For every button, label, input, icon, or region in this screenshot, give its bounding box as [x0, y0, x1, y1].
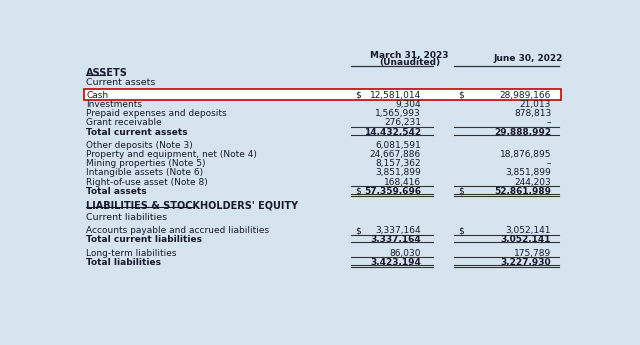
Text: Investments: Investments	[86, 100, 142, 109]
Text: –: –	[547, 159, 551, 168]
Text: Current assets: Current assets	[86, 78, 156, 87]
Text: 9,304: 9,304	[396, 100, 421, 109]
Text: 14,432,542: 14,432,542	[364, 128, 421, 137]
Text: Total assets: Total assets	[86, 187, 147, 196]
Text: Intangible assets (Note 6): Intangible assets (Note 6)	[86, 168, 204, 177]
Bar	[84, 89, 561, 100]
Text: 52,861,989: 52,861,989	[494, 187, 551, 196]
Text: 28,989,166: 28,989,166	[500, 91, 551, 100]
Text: Cash: Cash	[86, 91, 108, 100]
Text: 3,851,899: 3,851,899	[506, 168, 551, 177]
Text: –: –	[547, 118, 551, 127]
Text: LIABILITIES & STOCKHOLDERS' EQUITY: LIABILITIES & STOCKHOLDERS' EQUITY	[86, 200, 298, 210]
Text: Prepaid expenses and deposits: Prepaid expenses and deposits	[86, 109, 227, 118]
Text: $: $	[458, 226, 464, 235]
Text: 3,052,141: 3,052,141	[500, 235, 551, 245]
Text: 175,789: 175,789	[514, 248, 551, 257]
Text: 24,667,886: 24,667,886	[370, 150, 421, 159]
Text: ASSETS: ASSETS	[86, 68, 128, 78]
Text: 3,337,164: 3,337,164	[376, 226, 421, 235]
Text: (Unaudited): (Unaudited)	[379, 58, 440, 67]
Text: 244,203: 244,203	[515, 178, 551, 187]
Text: 3,227,930: 3,227,930	[500, 258, 551, 267]
Text: 3,423,194: 3,423,194	[370, 258, 421, 267]
Text: 18,876,895: 18,876,895	[500, 150, 551, 159]
Text: Right-of-use asset (Note 8): Right-of-use asset (Note 8)	[86, 178, 208, 187]
Text: 29,888,992: 29,888,992	[494, 128, 551, 137]
Text: 3,052,141: 3,052,141	[506, 226, 551, 235]
Text: 21,013: 21,013	[520, 100, 551, 109]
Text: Total liabilities: Total liabilities	[86, 258, 161, 267]
Text: $: $	[355, 91, 361, 100]
Text: Long-term liabilities: Long-term liabilities	[86, 248, 177, 257]
Text: 878,813: 878,813	[514, 109, 551, 118]
Text: 168,416: 168,416	[384, 178, 421, 187]
Text: $: $	[458, 91, 464, 100]
Text: $: $	[355, 187, 361, 196]
Text: Current liabilities: Current liabilities	[86, 213, 167, 222]
Text: 3,337,164: 3,337,164	[371, 235, 421, 245]
Text: $: $	[355, 226, 361, 235]
Text: 57,359,696: 57,359,696	[364, 187, 421, 196]
Text: 276,231: 276,231	[384, 118, 421, 127]
Text: 6,081,591: 6,081,591	[375, 141, 421, 150]
Text: Other deposits (Note 3): Other deposits (Note 3)	[86, 141, 193, 150]
Text: June 30, 2022: June 30, 2022	[493, 55, 563, 63]
Text: $: $	[458, 187, 464, 196]
Text: Total current liabilities: Total current liabilities	[86, 235, 202, 245]
Text: Property and equipment, net (Note 4): Property and equipment, net (Note 4)	[86, 150, 257, 159]
Text: 86,030: 86,030	[390, 248, 421, 257]
Text: 12,581,014: 12,581,014	[370, 91, 421, 100]
Text: 3,851,899: 3,851,899	[375, 168, 421, 177]
Text: Mining properties (Note 5): Mining properties (Note 5)	[86, 159, 205, 168]
Text: Total current assets: Total current assets	[86, 128, 188, 137]
Text: Grant receivable: Grant receivable	[86, 118, 162, 127]
Text: Accounts payable and accrued liabilities: Accounts payable and accrued liabilities	[86, 226, 269, 235]
Text: 1,565,993: 1,565,993	[375, 109, 421, 118]
Text: March 31, 2023: March 31, 2023	[370, 51, 449, 60]
Text: 8,157,362: 8,157,362	[376, 159, 421, 168]
